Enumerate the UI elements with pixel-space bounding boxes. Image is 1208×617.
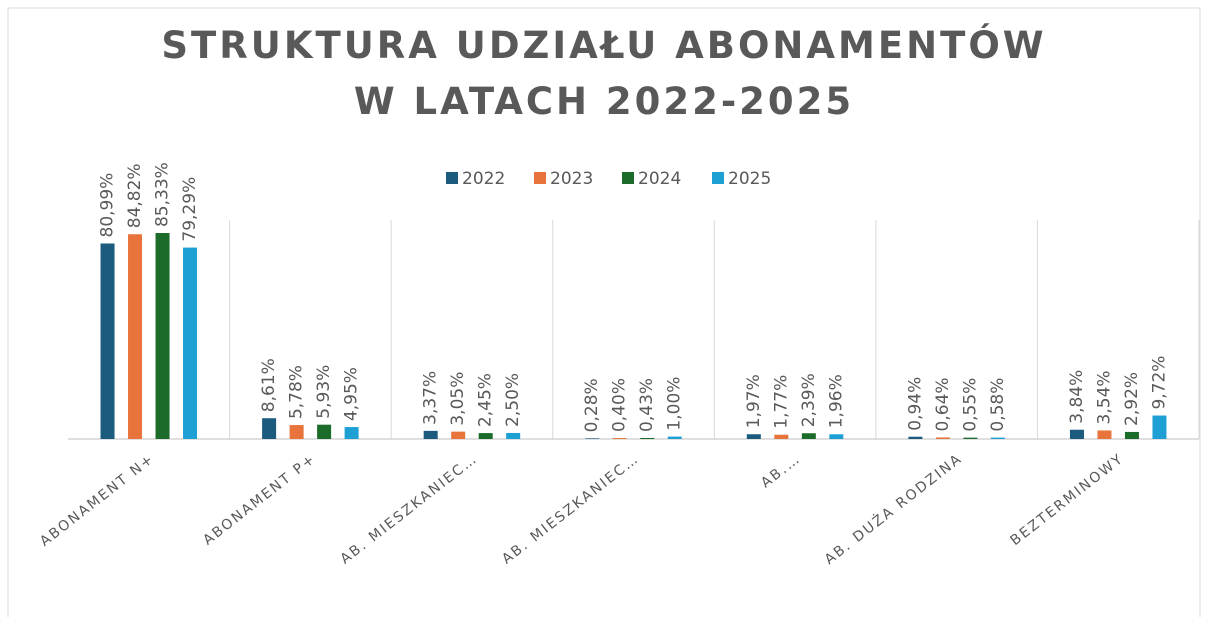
data-label: 0,28% — [582, 378, 602, 432]
bar — [344, 427, 359, 439]
legend-label: 2024 — [638, 169, 681, 189]
bar — [506, 432, 521, 439]
bar — [585, 438, 600, 439]
bar — [963, 437, 978, 439]
data-label: 0,40% — [610, 378, 630, 432]
legend-label: 2022 — [462, 169, 505, 189]
bar — [317, 424, 332, 439]
data-label: 0,64% — [933, 377, 953, 431]
data-label: 79,29% — [180, 177, 200, 242]
data-label: 0,94% — [905, 377, 925, 431]
data-label: 1,97% — [744, 374, 764, 428]
data-label: 3,05% — [448, 372, 468, 426]
bar — [289, 425, 304, 439]
x-tick-label: AB. MIESZKANIEC… — [338, 451, 481, 568]
bar — [128, 234, 143, 439]
legend-label: 2025 — [728, 169, 771, 189]
data-label: 8,61% — [259, 358, 279, 412]
bar — [774, 434, 789, 439]
bar — [746, 434, 761, 439]
data-label: 5,78% — [287, 365, 307, 419]
data-label: 0,55% — [960, 378, 980, 432]
bar — [262, 418, 277, 439]
x-tick-label: AB. DUŻA RODZINA — [820, 449, 965, 568]
bar — [667, 436, 682, 439]
bar — [935, 437, 950, 439]
data-label: 4,95% — [342, 367, 362, 421]
bar — [1069, 429, 1084, 439]
x-tick-label: BEZTERMINOWY — [1008, 451, 1128, 549]
bar — [801, 433, 816, 439]
legend-swatch — [622, 172, 634, 184]
chart-title: STRUKTURA UDZIAŁU ABONAMENTÓW W LATACH 2… — [161, 24, 1047, 123]
data-label: 2,50% — [503, 373, 523, 427]
x-tick-label: AB. MIESZKANIEC… — [499, 451, 642, 568]
bar — [1097, 430, 1112, 439]
data-label: 1,77% — [771, 375, 791, 429]
data-label: 1,00% — [665, 377, 685, 431]
data-label: 5,93% — [314, 365, 334, 419]
data-label: 3,84% — [1067, 370, 1087, 424]
data-label: 2,92% — [1122, 372, 1142, 426]
bar — [1124, 431, 1139, 439]
data-label: 84,82% — [125, 163, 145, 228]
x-tick-label: AB.… — [758, 451, 804, 492]
data-label: 0,58% — [988, 378, 1008, 432]
bar — [478, 433, 493, 439]
bar — [990, 437, 1005, 439]
data-label: 9,72% — [1149, 356, 1169, 410]
data-label: 80,99% — [98, 173, 118, 238]
x-tick-label: ABONAMENT P+ — [200, 451, 319, 549]
bar — [423, 430, 438, 439]
data-label: 1,96% — [826, 374, 846, 428]
bar — [640, 437, 655, 439]
data-label: 2,45% — [476, 373, 496, 427]
legend-swatch — [446, 172, 458, 184]
data-label: 2,39% — [799, 373, 819, 427]
legend-swatch — [712, 172, 724, 184]
bar — [183, 247, 198, 439]
data-label: 0,43% — [637, 378, 657, 432]
bar — [829, 434, 844, 439]
data-label: 85,33% — [153, 162, 173, 227]
data-label: 3,54% — [1094, 370, 1114, 424]
bar — [100, 243, 115, 439]
legend-label: 2023 — [550, 169, 593, 189]
bar — [155, 233, 170, 439]
data-label: 3,37% — [421, 371, 441, 425]
legend-swatch — [534, 172, 546, 184]
x-tick-label: ABONAMENT N+ — [37, 451, 158, 550]
bar — [908, 436, 923, 439]
bar — [612, 438, 627, 439]
bar — [1152, 415, 1167, 439]
bar — [451, 431, 466, 439]
